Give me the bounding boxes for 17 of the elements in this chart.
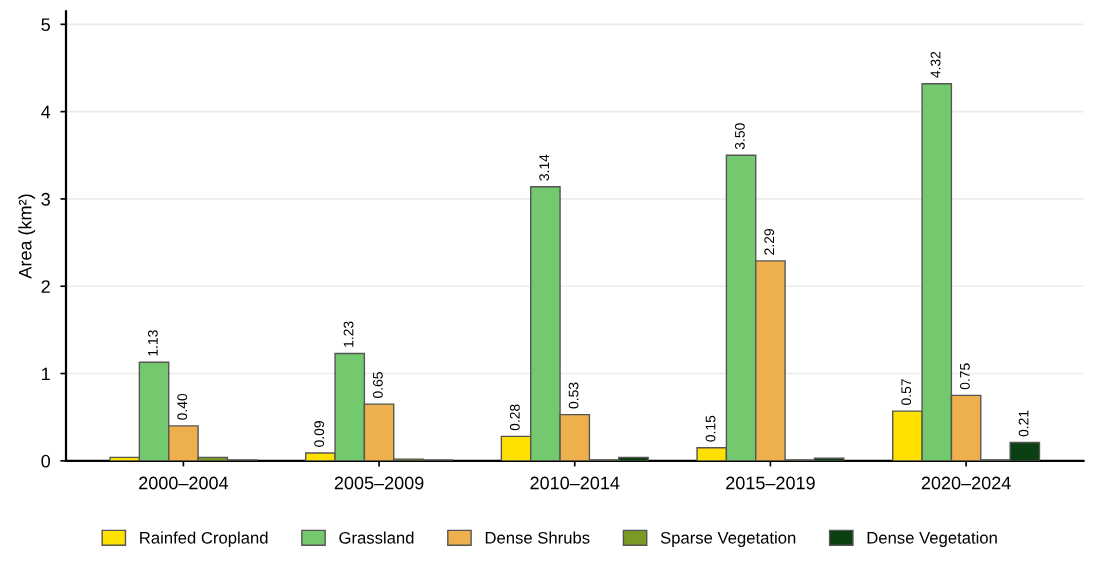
legend-label: Dense Shrubs [485,531,590,544]
y-tick-label: 3 [41,192,50,206]
x-tick-label: 2010–2014 [530,476,620,490]
y-tick-label: 0 [41,454,51,468]
y-tick-label: 5 [41,18,50,32]
legend-label: Grassland [339,531,414,544]
y-tick-label: 1 [42,367,50,381]
y-axis-title: Area (km²) [18,194,36,279]
x-tick-label: 2005–2009 [334,476,424,490]
legend-label: Dense Vegetation [867,531,997,547]
y-tick-label: 2 [41,280,50,293]
y-tick-label: 4 [41,105,51,119]
x-tick-label: 2015–2019 [726,476,815,490]
legend-label: Rainfed Cropland [140,531,268,547]
legend-label: Sparse Vegetation [660,531,796,547]
x-tick-label: 2020–2024 [921,476,1011,490]
x-tick-label: 2000–2004 [139,476,229,490]
